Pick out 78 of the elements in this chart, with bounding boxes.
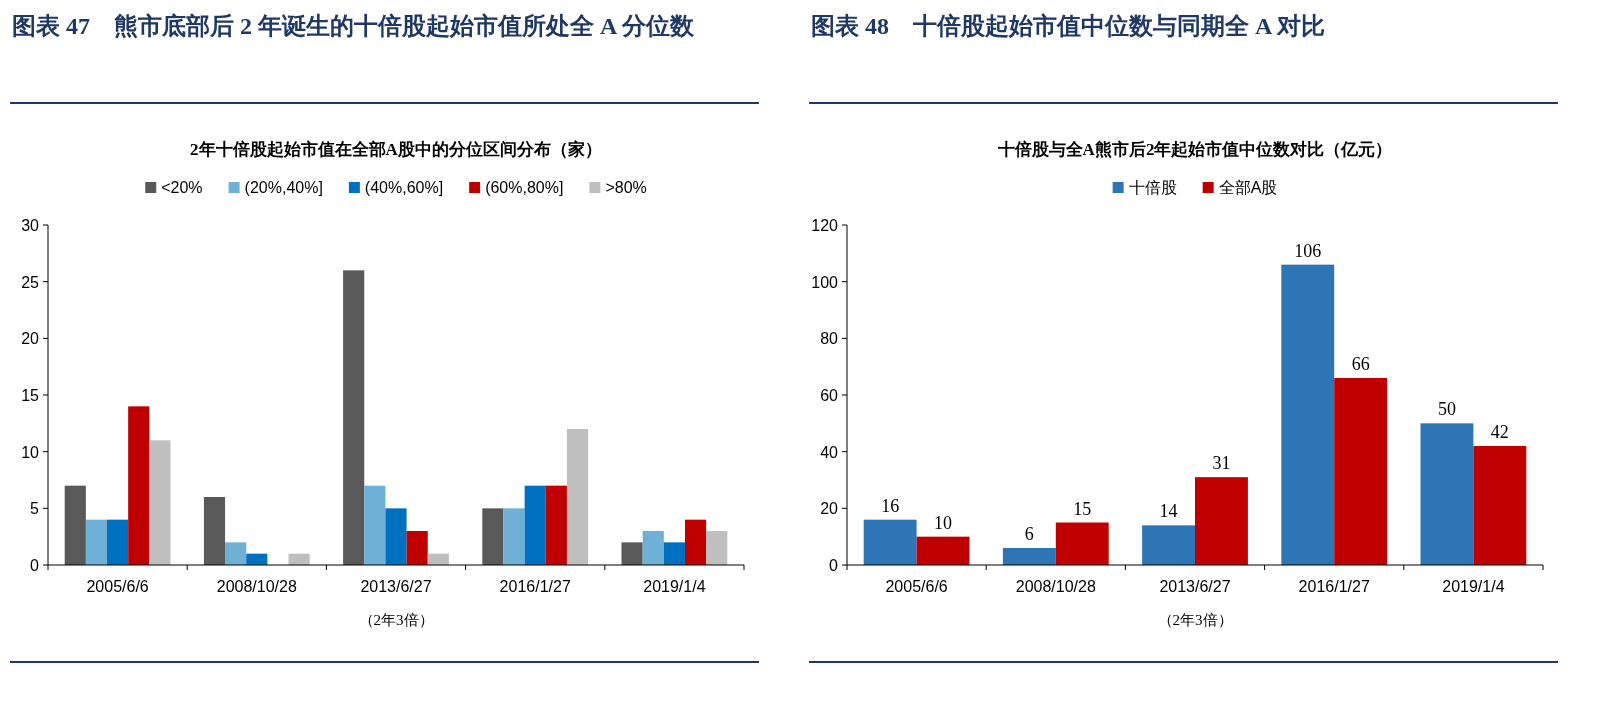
data-label: 106 [1294, 240, 1322, 261]
x-tick-label: 2019/1/4 [643, 578, 706, 595]
bar [706, 531, 728, 565]
data-label: 6 [1024, 524, 1034, 544]
bar [684, 519, 707, 565]
data-label: 14 [1159, 501, 1178, 522]
bar [663, 542, 685, 565]
bar [225, 542, 247, 565]
bar [1142, 525, 1195, 565]
bar [149, 440, 171, 565]
data-label: 15 [1073, 498, 1092, 519]
bar [482, 508, 504, 565]
legend-label: (40%,60%] [364, 179, 444, 196]
bar [1055, 522, 1109, 565]
x-axis-title: （2年3倍） [358, 612, 434, 628]
bar [1281, 264, 1335, 565]
data-label: 66 [1351, 354, 1370, 374]
bar [107, 519, 129, 565]
y-tick-label: 60 [820, 387, 839, 404]
chart-subtitle: 2年十倍股起始市值在全部A股中的分位区间分布（家） [190, 140, 602, 159]
y-tick-label: 80 [820, 330, 839, 348]
bar [863, 519, 917, 565]
x-tick-label: 2013/6/27 [1159, 578, 1231, 595]
x-tick-label: 2019/1/4 [1442, 578, 1505, 595]
y-tick-label: 40 [820, 443, 839, 461]
bar [85, 519, 108, 565]
y-tick-label: 5 [30, 500, 40, 518]
y-tick-label: 25 [21, 273, 40, 291]
x-tick-label: 2016/1/27 [499, 578, 571, 595]
y-tick-label: 100 [811, 273, 839, 291]
chart-title: 图表 47 熊市底部后 2 年诞生的十倍股起始市值所处全 A 分位数 [12, 13, 696, 39]
legend-label: (60%,80%] [485, 179, 564, 196]
y-tick-label: 120 [811, 217, 839, 234]
bar [1420, 423, 1474, 565]
bar [385, 508, 407, 565]
legend-label: <20% [161, 179, 203, 196]
bar [545, 485, 567, 565]
bar [1002, 548, 1056, 565]
x-tick-label: 2008/10/28 [216, 578, 297, 595]
y-tick-label: 30 [21, 217, 40, 234]
data-label: 31 [1212, 453, 1231, 474]
bar [642, 531, 664, 565]
data-label: 10 [934, 512, 953, 533]
y-tick-label: 0 [829, 557, 839, 574]
bar [916, 536, 970, 565]
x-tick-label: 2013/6/27 [360, 578, 432, 595]
y-tick-label: 10 [21, 443, 40, 461]
bar [1195, 477, 1248, 565]
bar [1473, 446, 1527, 565]
chart-title: 图表 48 十倍股起始市值中位数与同期全 A 对比 [811, 13, 1326, 39]
bar [203, 497, 226, 565]
bar [503, 508, 525, 565]
bar [621, 542, 643, 565]
x-axis-title: （2年3倍） [1157, 612, 1233, 628]
bar [566, 429, 589, 565]
bar [406, 531, 428, 565]
data-label: 50 [1437, 399, 1456, 420]
legend-label: (20%,40%] [244, 179, 323, 196]
y-tick-label: 15 [21, 387, 40, 404]
data-label: 42 [1490, 422, 1509, 442]
bar [64, 485, 86, 565]
bar [128, 406, 150, 565]
legend-label: >80% [605, 179, 647, 196]
x-tick-label: 2008/10/28 [1015, 578, 1096, 595]
bar [1334, 378, 1388, 565]
legend-label: 全部A股 [1218, 179, 1278, 196]
x-tick-label: 2005/6/6 [885, 578, 948, 595]
chart-subtitle: 十倍股与全A熊市后2年起始市值中位数对比（亿元） [996, 140, 1393, 159]
x-tick-label: 2005/6/6 [86, 578, 149, 595]
y-tick-label: 0 [30, 557, 40, 574]
bar [343, 270, 365, 565]
y-tick-label: 20 [820, 500, 839, 518]
bar [524, 485, 546, 565]
x-tick-label: 2016/1/27 [1298, 578, 1370, 595]
data-label: 16 [881, 495, 900, 516]
bar [364, 485, 386, 565]
legend-label: 十倍股 [1128, 179, 1177, 196]
y-tick-label: 20 [21, 330, 40, 348]
